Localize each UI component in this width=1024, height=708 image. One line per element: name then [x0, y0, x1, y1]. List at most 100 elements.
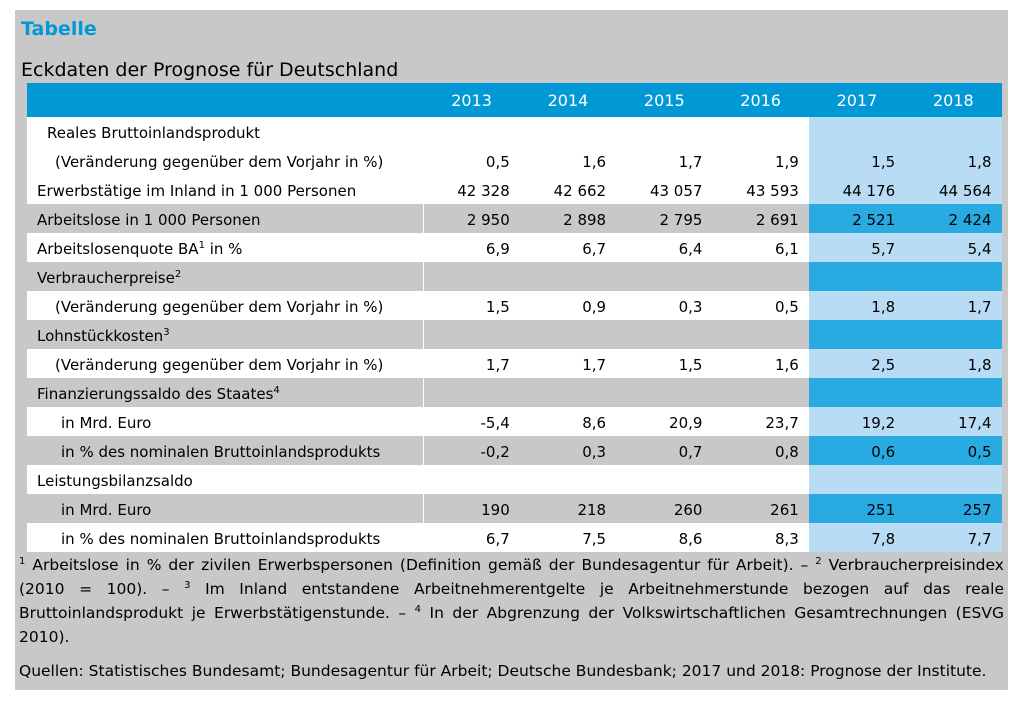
row-label-text: in Mrd. Euro [61, 501, 152, 519]
value-cell: 1,8 [905, 349, 1002, 378]
value-cell: 1,5 [616, 349, 713, 378]
value-cell [905, 378, 1002, 407]
row-label: in Mrd. Euro [27, 494, 424, 523]
value-cell: 43 593 [712, 175, 809, 204]
table-row: in Mrd. Euro -5,4 8,6 20,9 23,7 19,2 17,4 [27, 407, 1002, 436]
table-row: (Veränderung gegenüber dem Vorjahr in %)… [27, 291, 1002, 320]
value-cell [423, 465, 520, 494]
row-label: (Veränderung gegenüber dem Vorjahr in %) [27, 349, 424, 378]
table-row: Leistungsbilanzsaldo [27, 465, 1002, 494]
year-header: 2017 [836, 90, 878, 110]
value-cell [616, 320, 713, 349]
value-cell: 23,7 [712, 407, 809, 436]
value-cell: 0,3 [616, 291, 713, 320]
value-cell: 190 [423, 494, 520, 523]
row-label-text: Verbraucherpreise [37, 269, 175, 287]
value-cell [712, 262, 809, 291]
row-label: in % des nominalen Bruttoinlandsprodukts [27, 436, 424, 465]
value-cell [712, 378, 809, 407]
row-label: Arbeitslosenquote BA1 in % [27, 233, 424, 262]
data-table-wrapper: 2013 2014 2015 2016 2017 2018 Reales Bru… [27, 83, 1002, 552]
value-cell: 0,9 [519, 291, 617, 320]
value-cell [712, 465, 809, 494]
value-cell: 6,7 [423, 523, 520, 552]
value-cell: 1,7 [423, 349, 520, 378]
value-cell [616, 117, 713, 146]
value-cell [423, 262, 520, 291]
table-row: Verbraucherpreise2 [27, 262, 1002, 291]
table-title: Eckdaten der Prognose für Deutschland [21, 59, 399, 81]
row-label-text: (Veränderung gegenüber dem Vorjahr in %) [55, 298, 384, 316]
forecast-table: 2013 2014 2015 2016 2017 2018 Reales Bru… [27, 83, 1002, 552]
value-cell [808, 117, 906, 146]
value-cell: 2 691 [712, 204, 809, 233]
row-label: Verbraucherpreise2 [27, 262, 424, 291]
value-cell: 6,4 [616, 233, 713, 262]
row-label-text: Leistungsbilanzsaldo [37, 472, 193, 490]
value-cell [423, 378, 520, 407]
value-cell: 6,7 [519, 233, 617, 262]
row-label-text: Arbeitslosenquote BA [37, 240, 199, 258]
row-label: Finanzierungssaldo des Staates4 [27, 378, 424, 407]
table-header-row: 2013 2014 2015 2016 2017 2018 [27, 83, 1002, 117]
value-cell: 257 [905, 494, 1002, 523]
row-label-text: in % des nominalen Bruttoinlandsprodukts [61, 530, 381, 548]
value-cell: 2,5 [808, 349, 906, 378]
table-row: Lohnstückkosten3 [27, 320, 1002, 349]
value-cell: 5,4 [905, 233, 1002, 262]
value-cell: 2 950 [423, 204, 520, 233]
value-cell [905, 465, 1002, 494]
value-cell: 8,3 [712, 523, 809, 552]
table-row: in % des nominalen Bruttoinlandsprodukts… [27, 436, 1002, 465]
table-row: Erwerbstätige im Inland in 1 000 Persone… [27, 175, 1002, 204]
row-label: Erwerbstätige im Inland in 1 000 Persone… [27, 175, 424, 204]
row-label-text: Finanzierungssaldo des Staates [37, 385, 274, 403]
value-cell: 0,7 [616, 436, 713, 465]
footnote-marker: 3 [163, 327, 170, 338]
table-row: Arbeitslose in 1 000 Personen 2 950 2 898 2… [27, 204, 1002, 233]
value-cell: 0,6 [808, 436, 906, 465]
footnote-marker: 4 [273, 385, 280, 396]
row-label: Arbeitslose in 1 000 Personen [27, 204, 424, 233]
footnote-marker: 2 [174, 269, 182, 280]
value-cell [808, 378, 906, 407]
row-label-text: (Veränderung gegenüber dem Vorjahr in %) [55, 356, 384, 374]
value-cell: 1,9 [712, 146, 809, 175]
value-cell: 6,9 [423, 233, 520, 262]
value-cell [808, 320, 906, 349]
value-cell: 1,8 [905, 146, 1002, 175]
value-cell: 19,2 [808, 407, 906, 436]
value-cell [519, 378, 617, 407]
value-cell [616, 262, 713, 291]
value-cell [905, 117, 1002, 146]
table-row: (Veränderung gegenüber dem Vorjahr in %)… [27, 349, 1002, 378]
value-cell: 1,7 [905, 291, 1002, 320]
value-cell: 1,8 [808, 291, 906, 320]
year-header: 2015 [643, 90, 685, 110]
value-cell: -0,2 [423, 436, 520, 465]
value-cell: 42 328 [423, 175, 520, 204]
value-cell [712, 117, 809, 146]
table-row: in Mrd. Euro 190 218 260 261 251 257 [27, 494, 1002, 523]
value-cell: 5,7 [808, 233, 906, 262]
value-cell: 2 521 [808, 204, 906, 233]
value-cell: 1,6 [519, 146, 617, 175]
year-header: 2018 [932, 90, 974, 110]
value-cell: 261 [712, 494, 809, 523]
row-label-text: Lohnstückkosten [37, 327, 164, 345]
row-label: (Veränderung gegenüber dem Vorjahr in %) [27, 146, 424, 175]
value-cell [519, 320, 617, 349]
value-cell: 1,5 [423, 291, 520, 320]
row-label: in Mrd. Euro [27, 407, 424, 436]
value-cell: 17,4 [905, 407, 1002, 436]
value-cell [519, 117, 617, 146]
value-cell: 2 424 [905, 204, 1002, 233]
row-label: Reales Bruttoinlandsprodukt [27, 117, 424, 146]
header-label-cell [27, 83, 423, 117]
value-cell: 44 176 [808, 175, 906, 204]
row-label-text: Arbeitslose in 1 000 Personen [37, 211, 261, 229]
value-cell: 218 [519, 494, 617, 523]
value-cell: 7,5 [519, 523, 617, 552]
value-cell: 8,6 [519, 407, 617, 436]
row-label: Leistungsbilanzsaldo [27, 465, 424, 494]
